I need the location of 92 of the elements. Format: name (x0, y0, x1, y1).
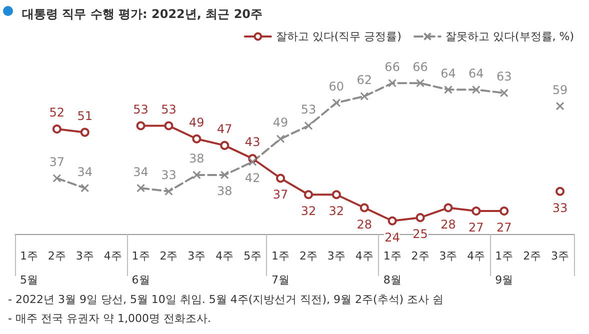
data-label: 25 (412, 227, 428, 242)
point (164, 187, 173, 196)
data-label: 33 (552, 200, 568, 215)
x-tick-label: 3주 (76, 250, 94, 262)
data-label: 42 (244, 171, 260, 186)
point (192, 134, 202, 144)
point (192, 170, 201, 180)
point (332, 98, 341, 108)
data-label: 24 (384, 230, 400, 244)
data-label: 59 (552, 82, 568, 97)
data-label: 53 (161, 102, 176, 116)
x-tick-label: 1주 9월 (495, 250, 514, 286)
x-tick-label: 4주 (216, 250, 234, 262)
x-tick-label: 3주 (551, 250, 570, 262)
point (360, 92, 369, 100)
point (500, 88, 508, 98)
data-label: 47 (216, 122, 232, 136)
point (164, 121, 174, 130)
data-label: 27 (496, 220, 512, 235)
data-label: 28 (440, 217, 456, 232)
x-tick-label: 1주 7월 (272, 250, 290, 286)
point (80, 128, 90, 137)
data-label: 37 (272, 188, 288, 202)
point (444, 203, 453, 212)
data-label: 38 (216, 184, 232, 198)
x-tick-label: 2주 (299, 250, 318, 262)
point (304, 190, 313, 200)
data-label: 34 (77, 164, 93, 179)
data-label: 33 (161, 168, 176, 182)
data-label: 43 (244, 135, 260, 150)
point (52, 124, 62, 134)
x-tick-label: 1주 6월 (132, 250, 150, 286)
x-tick-label: 2주 (411, 250, 430, 262)
x-tick-label: 2주 (48, 250, 66, 262)
data-label: 32 (300, 204, 316, 218)
x-tick-label: 3주 (327, 250, 346, 262)
data-label: 64 (468, 66, 484, 80)
point (220, 170, 229, 180)
text: - 매주 전국 유권자 약 1,000명 전화조사. (8, 312, 211, 325)
data-label: 60 (328, 80, 344, 94)
point (136, 184, 146, 192)
x-tick-label: 1주 5월 (20, 250, 38, 286)
data-label: 52 (49, 106, 65, 120)
data-label: 34 (133, 164, 148, 179)
point (332, 190, 341, 200)
data-label: 53 (300, 102, 316, 117)
x-tick-label: 3주 (188, 250, 206, 262)
data-label: 66 (384, 60, 400, 74)
point (500, 206, 509, 216)
data-label: 28 (356, 217, 372, 232)
x-tick-label: 4주 (355, 250, 374, 262)
x-tick-label: 2주 (523, 250, 542, 262)
point (444, 85, 452, 94)
x-tick-label: 1주 8월 (383, 250, 402, 286)
chart-title: 대통령 직무 수행 평가: 2022년, 최근 20주 (22, 7, 263, 21)
point (52, 174, 62, 182)
x-tick-label: 4주 (104, 250, 122, 262)
data-label: 32 (328, 204, 344, 218)
data-label: 49 (272, 116, 288, 130)
point (220, 140, 230, 150)
data-label: 62 (356, 72, 372, 87)
data-label: 37 (49, 154, 65, 169)
point (556, 186, 565, 196)
point (136, 121, 146, 130)
text: - 2022년 3월 9일 당선, 5월 10일 취임. 5월 4주(지방선거 직전), 9월 2주(추석) 조사 쉼 (8, 293, 444, 306)
x-tick-label: 3주 (439, 250, 458, 262)
point (276, 134, 285, 144)
data-label: 51 (77, 108, 93, 123)
point (416, 213, 425, 222)
data-label: 64 (440, 66, 456, 80)
data-label: 53 (133, 102, 148, 116)
point (80, 184, 90, 192)
point (360, 203, 369, 212)
point (388, 78, 397, 88)
x-tick-label: 2주 (160, 250, 178, 262)
point (556, 102, 564, 110)
point (276, 174, 286, 183)
data-label: 63 (496, 70, 512, 84)
x-tick-label: 4주 (467, 250, 486, 262)
point (416, 78, 425, 88)
data-label: 49 (189, 115, 204, 130)
point (472, 206, 481, 216)
data-label: 27 (468, 220, 484, 235)
data-label: 66 (412, 60, 428, 74)
legend-label: 잘못하고 있다(부정률, %) (445, 30, 574, 43)
data-label: 38 (189, 152, 204, 166)
point (388, 216, 397, 226)
point (472, 85, 480, 94)
x-tick-label: 5주 (244, 250, 262, 262)
point (304, 122, 313, 130)
point (248, 158, 257, 166)
legend-label: 잘하고 있다(직무 긍정률) (276, 30, 402, 43)
